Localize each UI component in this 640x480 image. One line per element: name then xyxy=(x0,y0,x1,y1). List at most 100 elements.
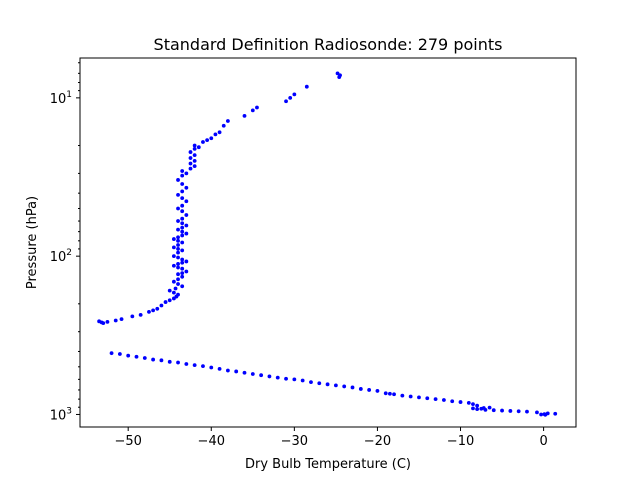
data-point-142 xyxy=(192,143,197,148)
data-point-19 xyxy=(466,400,471,405)
data-point-101 xyxy=(176,250,180,255)
data-point-31 xyxy=(375,389,380,393)
data-point-133 xyxy=(188,166,193,171)
data-point-112 xyxy=(180,229,185,234)
data-point-46 xyxy=(250,372,255,376)
y-tick-label-1: 102 xyxy=(50,248,72,265)
data-point-86 xyxy=(171,279,176,284)
data-point-83 xyxy=(173,286,178,291)
data-point-113 xyxy=(176,227,180,232)
data-point-132 xyxy=(180,169,185,173)
x-tick-label-5: 0 xyxy=(539,434,547,449)
data-points xyxy=(97,71,558,417)
data-point-144 xyxy=(205,138,210,143)
chart-title: Standard Definition Radiosonde: 279 poin… xyxy=(154,35,503,54)
data-point-149 xyxy=(225,119,230,123)
data-point-72 xyxy=(147,310,151,314)
data-point-151 xyxy=(250,108,255,113)
data-point-147 xyxy=(217,130,222,135)
y-axis-label: Pressure (hPa) xyxy=(25,196,40,289)
y-tick-label-2: 103 xyxy=(50,406,72,423)
data-point-94 xyxy=(171,263,176,268)
data-point-105 xyxy=(176,243,180,247)
data-point-153 xyxy=(284,99,288,104)
data-point-118 xyxy=(180,216,185,221)
data-point-106 xyxy=(180,240,185,245)
x-tick-label-2: −30 xyxy=(281,434,308,449)
y-axis: 101 102 103 xyxy=(50,62,80,423)
data-point-7 xyxy=(516,409,521,414)
data-point-82 xyxy=(167,288,172,293)
data-point-65 xyxy=(97,319,102,324)
data-point-122 xyxy=(180,203,185,208)
data-point-54 xyxy=(184,362,189,366)
data-point-146 xyxy=(213,132,218,137)
data-point-87 xyxy=(176,277,180,282)
data-point-110 xyxy=(180,233,185,238)
data-point-77 xyxy=(167,298,172,303)
data-point-30 xyxy=(383,391,388,396)
data-point-80 xyxy=(176,292,180,297)
data-point-127 xyxy=(184,185,189,190)
data-point-108 xyxy=(171,237,176,241)
data-point-68 xyxy=(113,318,118,323)
data-point-18 xyxy=(471,402,475,406)
data-point-52 xyxy=(201,364,205,369)
data-point-8 xyxy=(508,409,513,413)
data-point-139 xyxy=(188,150,193,154)
data-point-29 xyxy=(388,391,392,396)
data-point-91 xyxy=(184,269,189,274)
data-point-154 xyxy=(288,95,293,100)
data-point-89 xyxy=(176,272,180,277)
data-point-123 xyxy=(184,199,189,204)
y-tick-label-0: 101 xyxy=(50,90,72,107)
data-point-66 xyxy=(101,321,106,326)
data-point-35 xyxy=(342,384,347,389)
data-point-39 xyxy=(309,380,313,385)
data-point-53 xyxy=(192,363,197,368)
data-point-63 xyxy=(109,351,114,356)
data-point-150 xyxy=(242,114,247,118)
data-point-88 xyxy=(180,274,185,279)
data-point-51 xyxy=(209,365,214,370)
x-tick-label-4: −10 xyxy=(447,434,474,449)
data-point-81 xyxy=(171,290,176,295)
data-point-129 xyxy=(176,178,180,182)
data-point-49 xyxy=(225,368,230,373)
data-point-73 xyxy=(151,308,156,313)
data-point-21 xyxy=(450,399,455,404)
data-point-67 xyxy=(105,319,110,324)
data-point-38 xyxy=(317,381,322,386)
data-point-140 xyxy=(192,146,197,151)
data-point-75 xyxy=(159,303,164,308)
data-point-27 xyxy=(400,393,405,398)
data-point-12 xyxy=(475,407,480,412)
x-axis-label: Dry Bulb Temperature (C) xyxy=(245,457,411,472)
data-point-131 xyxy=(184,171,189,176)
data-point-10 xyxy=(491,408,496,413)
data-point-32 xyxy=(367,388,372,392)
data-point-47 xyxy=(242,370,247,375)
data-point-23 xyxy=(433,397,438,402)
data-point-25 xyxy=(417,395,421,400)
data-point-57 xyxy=(159,358,164,363)
data-point-97 xyxy=(184,259,189,264)
data-point-141 xyxy=(196,145,201,150)
data-point-84 xyxy=(180,284,185,289)
data-point-45 xyxy=(259,373,264,378)
data-point-135 xyxy=(188,161,193,166)
data-point-16 xyxy=(487,405,492,410)
x-tick-label-0: −50 xyxy=(114,434,141,449)
data-point-99 xyxy=(176,255,180,260)
data-point-71 xyxy=(138,313,143,317)
data-point-152 xyxy=(255,105,259,110)
data-point-5 xyxy=(535,410,539,415)
data-point-26 xyxy=(408,394,413,399)
data-point-61 xyxy=(126,353,131,358)
data-point-36 xyxy=(333,383,338,388)
data-point-60 xyxy=(134,354,139,359)
data-point-92 xyxy=(180,266,185,271)
data-point-126 xyxy=(180,189,185,194)
data-point-22 xyxy=(442,398,446,402)
